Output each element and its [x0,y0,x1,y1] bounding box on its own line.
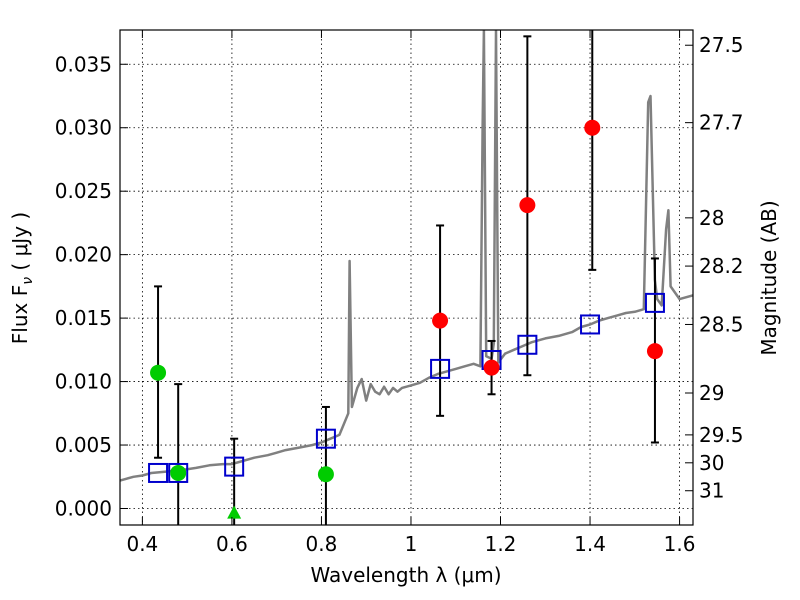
y2-tick-label: 31 [699,479,724,503]
x-tick-label: 1 [405,532,418,556]
green-data-point [170,464,187,481]
model-photometry-point [644,292,665,313]
y2-tick-label: 29 [699,381,724,405]
model-photometry-point [430,358,451,379]
red-data-point [483,359,500,376]
x-tick-label: 1.6 [664,532,696,556]
y-tick-label: 0.015 [55,306,112,330]
model-photometry-point [224,456,245,477]
y-tick-label: 0.020 [55,243,112,267]
y2-tick-label: 28 [699,206,724,230]
y-tick-label: 0.035 [55,52,112,76]
green-data-point [317,466,334,483]
model-photometry-point [580,314,601,335]
x-tick-label: 0.6 [216,532,248,556]
plot-frame [119,29,694,526]
red-data-point [432,312,449,329]
y2-tick-label: 29.5 [699,423,744,447]
y-tick-label: 0.005 [55,433,112,457]
x-axis-label: Wavelength λ (μm) [310,563,501,587]
y-axis-label-subscript: ν [20,277,36,285]
model-photometry-point [148,462,169,483]
red-data-point [519,197,536,214]
y2-tick-label: 28.2 [699,254,744,278]
y2-tick-label: 27.7 [699,111,744,135]
red-data-point [584,119,601,136]
grid [120,30,693,525]
y-tick-label: 0.030 [55,116,112,140]
green-upper-limit-point [227,505,242,519]
model-photometry-point [315,428,336,449]
y2-tick-label: 27.5 [699,33,744,57]
x-tick-label: 0.8 [306,532,338,556]
axis-ticks: 0.4 0.6 0.8 1 1.2 1.4 1.6 0.000 0.005 0.010 0.015 0… [55,30,744,556]
x-tick-label: 0.4 [126,532,158,556]
y2-tick-label: 28.5 [699,312,744,336]
model-photometry-point [517,334,538,355]
green-data-point [150,364,167,381]
y-tick-label: 0.000 [55,497,112,521]
x-tick-label: 1.2 [485,532,517,556]
x-tick-label: 1.4 [574,532,606,556]
y-axis-label: Flux Fν ( μJy ) [8,212,36,344]
y-axis-label-unit: ( μJy ) [8,212,32,277]
y2-tick-label: 30 [699,451,724,475]
model-spectrum-line [120,30,693,482]
model-photometry-point [168,462,189,483]
y-axis-label-main: Flux F [8,285,32,344]
plot-area [120,30,693,525]
right-y-axis-label: Magnitude (AB) [757,200,781,355]
y-tick-label: 0.010 [55,370,112,394]
y-tick-label: 0.025 [55,179,112,203]
red-data-point [646,343,663,360]
